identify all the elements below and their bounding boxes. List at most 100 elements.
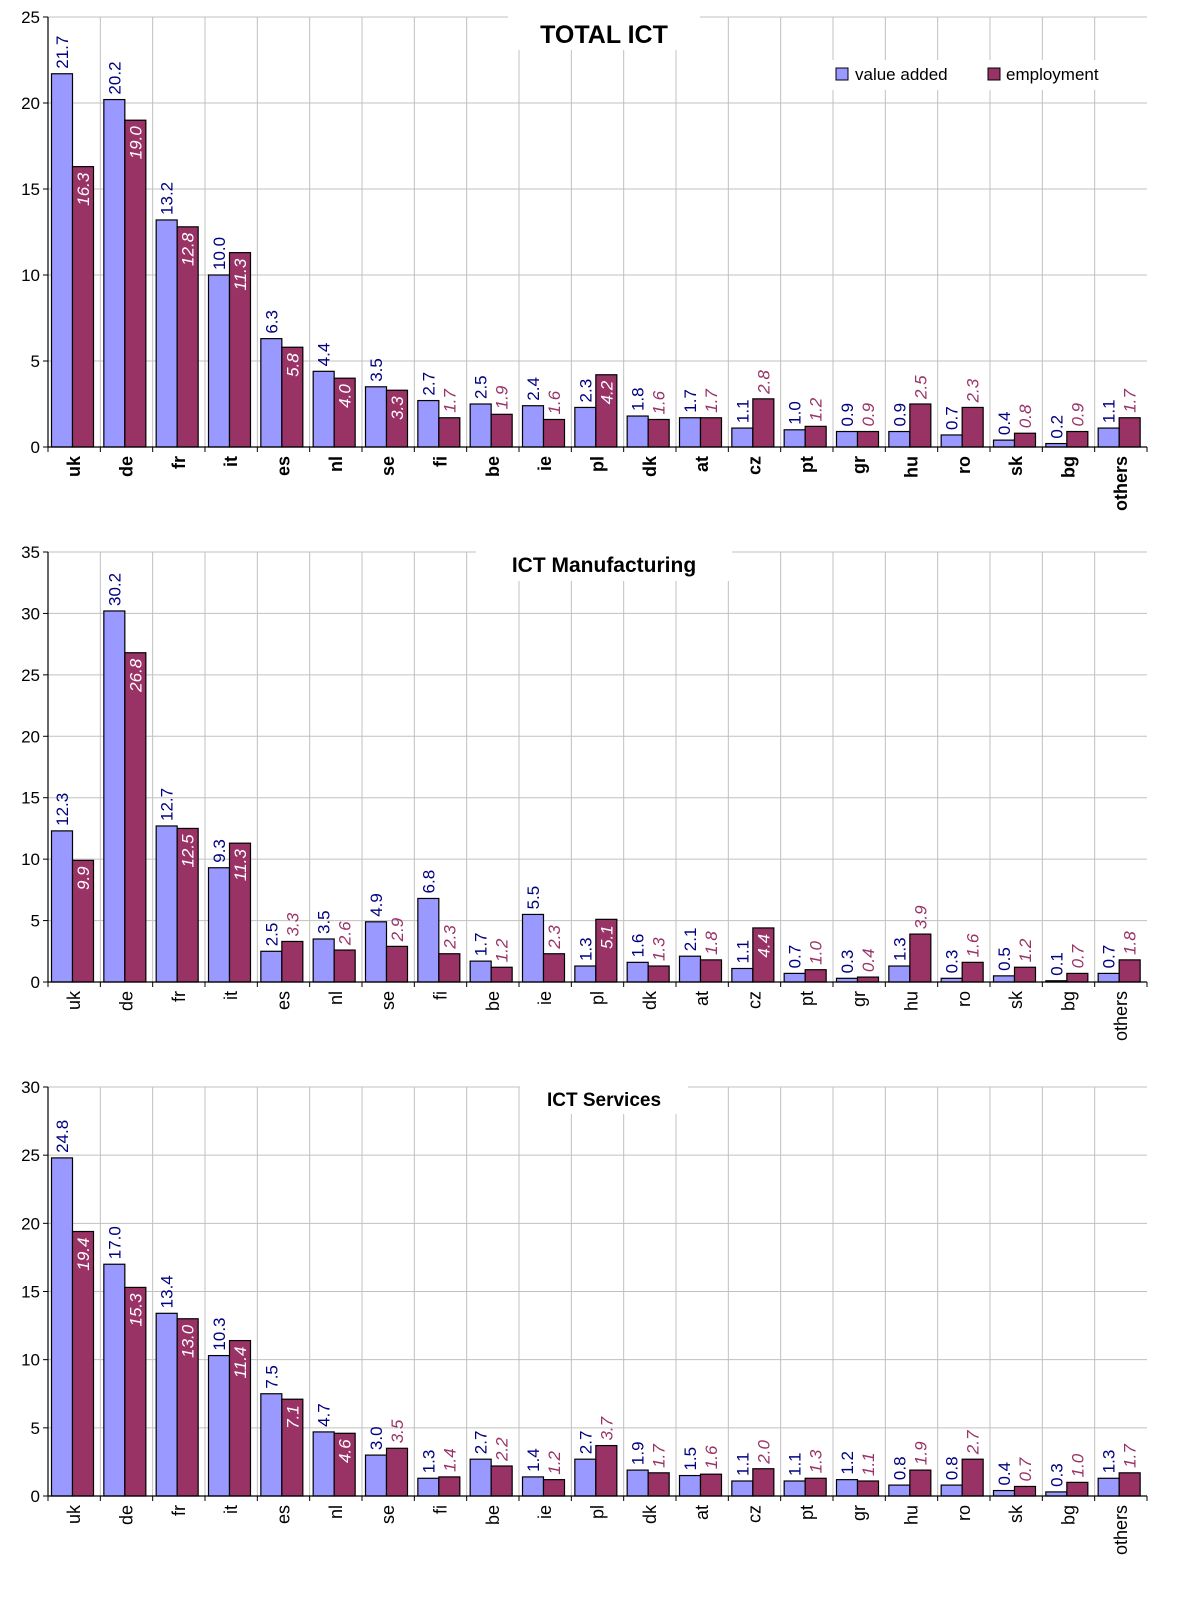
data-label-value-added-uk: 21.7	[53, 36, 72, 69]
chart-title-background	[476, 546, 732, 581]
chart-title-background	[508, 11, 700, 50]
bar-employment-fi	[438, 1476, 461, 1497]
bar-employment-bg	[1066, 1481, 1089, 1497]
data-label-value-added-sk: 0.4	[995, 1462, 1014, 1486]
category-label-it: it	[221, 456, 241, 467]
data-label-value-added-pl: 2.7	[576, 1431, 595, 1455]
bar-employment-hu	[909, 933, 932, 983]
data-label-value-added-cz: 1.1	[733, 1452, 752, 1476]
data-label-value-added-ro: 0.3	[943, 950, 962, 974]
data-label-employment-fr: 13.0	[179, 1324, 198, 1358]
y-tick-label: 25	[21, 666, 40, 685]
bar-employment-ie	[542, 953, 566, 983]
data-label-value-added-at: 1.5	[681, 1447, 700, 1471]
category-label-se: se	[378, 456, 398, 476]
bar-value-added-fr	[155, 1312, 178, 1497]
category-label-se: se	[378, 991, 398, 1010]
category-label-it: it	[221, 991, 241, 1000]
data-label-employment-uk: 9.9	[74, 866, 93, 890]
category-label-ie: ie	[535, 1505, 555, 1519]
y-tick-label: 10	[21, 1351, 40, 1370]
data-label-employment-pt: 1.0	[807, 941, 826, 965]
bar-employment-gr	[856, 976, 880, 983]
bar-employment-fi	[438, 417, 461, 448]
data-label-value-added-pt: 1.0	[786, 401, 805, 425]
data-label-employment-bg: 0.7	[1068, 944, 1087, 968]
category-label-cz: cz	[745, 991, 765, 1009]
legend: value added employment	[810, 60, 1140, 90]
category-label-fr: fr	[169, 1505, 189, 1516]
data-label-value-added-bg: 0.3	[1047, 1463, 1066, 1487]
bar-employment-ro	[961, 406, 984, 448]
category-label-be: be	[483, 456, 503, 477]
bar-employment-ie	[542, 1479, 566, 1497]
bar-employment-be	[490, 1465, 513, 1497]
bar-value-added-de	[103, 610, 126, 983]
bar-value-added-fi	[417, 1477, 440, 1497]
data-label-employment-nl: 4.0	[336, 384, 355, 408]
bar-value-added-it	[207, 867, 231, 983]
category-label-nl: nl	[326, 456, 346, 472]
data-label-employment-bg: 0.9	[1068, 402, 1087, 426]
bar-value-added-hu	[888, 965, 911, 983]
bar-employment-pt	[804, 1477, 827, 1497]
data-label-value-added-hu: 0.9	[890, 403, 909, 427]
data-label-employment-ie: 2.3	[545, 925, 564, 950]
y-tick-label: 5	[31, 912, 40, 931]
data-label-employment-ro: 2.7	[964, 1430, 983, 1455]
bar-value-added-de	[103, 1263, 126, 1497]
data-label-employment-gr: 0.4	[859, 948, 878, 972]
y-tick-label: 5	[31, 352, 40, 371]
bar-value-added-uk	[50, 73, 74, 448]
category-label-ro: ro	[954, 456, 974, 474]
data-label-value-added-it: 9.3	[210, 839, 229, 863]
data-label-value-added-uk: 24.8	[53, 1120, 72, 1153]
bar-value-added-nl	[312, 1431, 335, 1497]
data-label-employment-gr: 1.1	[859, 1452, 878, 1476]
legend-swatch-value-added	[835, 67, 849, 81]
data-label-employment-others: 1.7	[1121, 389, 1140, 413]
category-label-pl: pl	[588, 456, 608, 472]
data-label-value-added-it: 10.0	[210, 237, 229, 270]
bar-value-added-ie	[521, 1476, 545, 1497]
data-label-employment-es: 5.8	[283, 353, 302, 377]
data-label-employment-hu: 2.5	[911, 375, 930, 400]
bar-employment-se	[385, 945, 409, 983]
data-label-value-added-others: 0.7	[1100, 945, 1119, 969]
bar-employment-de	[124, 119, 147, 448]
category-label-cz: cz	[745, 1505, 765, 1523]
chart-ict-services: 0 5 10 15 20 25 30 24.8 19.4 uk 17.0 15.3 de 13.413.0…	[21, 1078, 1148, 1555]
bar-value-added-be	[469, 960, 492, 983]
category-label-pl: pl	[588, 1505, 608, 1519]
category-label-uk: uk	[64, 990, 84, 1010]
bar-value-added-sk	[992, 439, 1016, 448]
data-label-employment-ro: 1.6	[964, 933, 983, 957]
bar-employment-pl	[595, 1444, 618, 1497]
data-label-value-added-fi: 1.3	[419, 1450, 438, 1474]
category-label-sk: sk	[1006, 1504, 1026, 1523]
bar-value-added-pl	[574, 1458, 597, 1497]
bar-value-added-pt	[783, 429, 806, 448]
data-label-employment-dk: 1.3	[650, 937, 669, 961]
bar-employment-dk	[647, 418, 670, 448]
category-label-gr: gr	[849, 1505, 869, 1521]
data-label-value-added-fr: 13.4	[158, 1275, 177, 1308]
data-label-employment-at: 1.7	[702, 389, 721, 413]
category-label-at: at	[692, 1505, 712, 1520]
category-label-hu: hu	[902, 456, 922, 478]
data-label-value-added-cz: 1.1	[733, 940, 752, 964]
bar-employment-be	[490, 413, 513, 448]
bar-value-added-be	[469, 403, 492, 448]
category-label-dk: dk	[640, 1504, 660, 1524]
data-label-employment-fi: 1.4	[440, 1448, 459, 1472]
data-label-employment-sk: 1.2	[1016, 938, 1035, 962]
bar-value-added-cz	[731, 427, 754, 448]
category-label-bg: bg	[1059, 1505, 1079, 1525]
category-label-hu: hu	[902, 1505, 922, 1525]
data-label-employment-it: 11.3	[231, 849, 250, 881]
chart-title: ICT Manufacturing	[512, 554, 696, 577]
data-label-value-added-sk: 0.5	[995, 947, 1014, 971]
data-label-employment-de: 15.3	[126, 1293, 145, 1327]
data-label-value-added-fr: 12.7	[158, 788, 177, 821]
data-label-value-added-nl: 4.4	[315, 343, 334, 367]
